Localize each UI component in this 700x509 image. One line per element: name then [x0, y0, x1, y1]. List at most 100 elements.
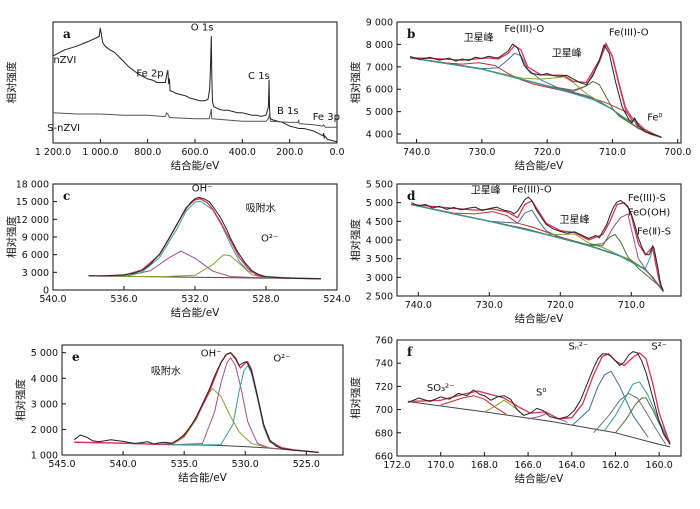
peak-annotation: SO₃²⁻	[427, 383, 455, 394]
series-line-卫星峰-1	[411, 204, 664, 292]
series-group	[53, 27, 337, 143]
peak-annotation: S-nZVI	[47, 123, 80, 134]
x-axis-label: 结合能/eV	[171, 306, 220, 319]
y-tick-label: 6 000	[22, 250, 49, 261]
series-line-experimental	[73, 352, 319, 453]
peak-annotation: O²⁻	[273, 354, 290, 365]
y-tick-label: 4 000	[31, 374, 58, 385]
peak-annotation: S²⁻	[651, 341, 667, 352]
y-tick-label: 3 000	[31, 399, 58, 410]
y-tick-label: 18 000	[16, 180, 49, 191]
y-tick-label: 3 000	[22, 268, 49, 279]
peak-annotation: 卫星峰	[560, 214, 590, 226]
x-tick-label: 535.0	[171, 459, 198, 470]
y-axis-label: 相对强度	[349, 377, 362, 419]
peak-annotation: Fe(Ⅱ)-S	[637, 226, 671, 237]
x-tick-label: 536.0	[110, 294, 137, 305]
x-tick-label: 166.0	[514, 460, 541, 471]
panel-c: 540.0 536.0 532.0 528.0 524.0 0 3 000 6 000 9 00…	[5, 180, 351, 320]
series-line-nZVI	[53, 27, 337, 143]
peak-annotation: Fe(III)-S	[628, 193, 666, 204]
y-tick-label: 4 500	[366, 217, 393, 228]
x-axis-label: 结合能/eV	[515, 312, 564, 325]
x-tick-label: 710.0	[599, 147, 626, 158]
x-tick-label: 720.0	[534, 147, 561, 158]
x-tick-label: 740.0	[405, 300, 432, 311]
plot-frame	[52, 21, 338, 144]
x-axis-label: 结合能/eV	[178, 471, 227, 484]
x-tick-label: 168.0	[471, 460, 498, 471]
panel-f: 172.0 170.0 168.0 166.0 164.0 162.0 160.0 660 68…	[349, 336, 682, 485]
panel-label: c	[63, 189, 70, 203]
y-axis-label: 相对强度	[5, 216, 18, 258]
series-line-fit	[74, 352, 319, 454]
panel-label: a	[63, 27, 71, 41]
peak-annotation: FeO(OH)	[628, 208, 671, 219]
panel-a: 1 200.0 1 000.0 800.0 600.0 400.0 200.0 0.0 结合能…	[5, 21, 345, 172]
x-tick-label: 525.0	[293, 459, 320, 470]
series-line-S²⁻-a	[604, 381, 671, 443]
y-tick-label: 660	[375, 452, 393, 463]
series-line-SO₃²⁻-a	[440, 395, 507, 415]
y-tick-label: 3 000	[366, 273, 393, 284]
series-line-fit	[407, 352, 671, 445]
series-line-experimental	[88, 197, 322, 280]
x-tick-label: 160.0	[646, 460, 673, 471]
plot-frame	[396, 339, 682, 457]
series-line-Sn²⁻-a	[571, 370, 649, 438]
x-tick-label: 200.0	[276, 147, 303, 158]
y-tick-label: 680	[375, 428, 393, 439]
y-tick-label: 5 000	[366, 198, 393, 209]
panel-d: 740.0 730.0 720.0 710.0 2 500 3 000 3 500 4 000…	[349, 180, 682, 325]
y-axis-label: 相对强度	[349, 61, 362, 103]
series-line-S²⁻-b	[615, 397, 671, 445]
x-tick-label: 540.0	[109, 459, 136, 470]
series-line-Fe(III)-O	[411, 204, 664, 292]
peak-annotation: B 1s	[277, 106, 299, 117]
x-axis-label: 结合能/eV	[515, 159, 564, 172]
peak-annotation: O 1s	[191, 22, 214, 33]
plot-frame	[396, 21, 682, 144]
series-line-OH⁻	[123, 200, 322, 280]
series-line-baseline	[410, 57, 662, 139]
series-line-baseline	[411, 203, 664, 292]
peak-annotation: C 1s	[248, 71, 270, 82]
y-tick-label: 9 000	[366, 18, 393, 29]
peak-annotation: Sₙ²⁻	[569, 341, 589, 352]
peak-annotation: Fe 3p	[313, 112, 340, 123]
x-tick-label: 720.0	[547, 300, 574, 311]
series-line-卫星峰-2	[411, 204, 664, 292]
panel-label: f	[407, 345, 413, 359]
x-tick-label: 700.0	[664, 147, 691, 158]
x-tick-label: 530.0	[232, 459, 259, 470]
x-tick-label: 524.0	[323, 294, 350, 305]
x-tick-label: 400.0	[229, 147, 256, 158]
series-line-Fe(III)-S	[411, 204, 664, 292]
peak-annotation: OH⁻	[201, 349, 222, 360]
series-line-卫星峰-1	[410, 57, 662, 138]
x-tick-label: 800.0	[134, 147, 161, 158]
peak-annotation: Fe(III)-O	[512, 185, 552, 196]
y-tick-label: 5 000	[366, 107, 393, 118]
peak-annotation: Fe(III)-O	[504, 24, 544, 35]
panel-label: d	[407, 189, 416, 203]
series-group	[411, 196, 664, 292]
y-tick-label: 6 000	[366, 85, 393, 96]
x-axis-label: 结合能/eV	[171, 159, 220, 172]
x-tick-label: 540.0	[39, 294, 66, 305]
series-group	[73, 352, 319, 454]
y-axis-label: 相对强度	[14, 379, 27, 421]
series-group	[409, 42, 662, 139]
x-tick-label: 730.0	[476, 300, 503, 311]
peak-annotation: 吸附水	[246, 202, 276, 215]
series-line-experimental	[409, 43, 662, 139]
x-tick-label: 545.0	[48, 459, 75, 470]
y-tick-label: 1 000	[31, 451, 58, 462]
plot-frame	[61, 344, 344, 456]
x-axis-label: 结合能/eV	[515, 472, 564, 485]
x-tick-label: 172.0	[383, 460, 410, 471]
series-line-Fe0	[410, 57, 662, 138]
x-tick-label: 600.0	[181, 147, 208, 158]
x-tick-label: 0.0	[329, 147, 344, 158]
